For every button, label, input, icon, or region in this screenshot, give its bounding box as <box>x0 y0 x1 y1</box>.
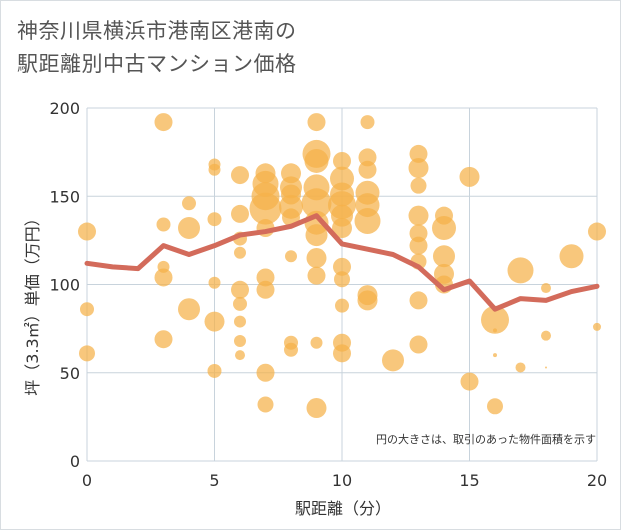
bubble-point <box>178 217 200 240</box>
x-tick-label: 10 <box>332 471 352 490</box>
bubble-point <box>408 158 429 179</box>
bubble-point <box>156 217 171 232</box>
bubble-point <box>256 363 275 382</box>
bubble-point <box>304 148 329 173</box>
bubble-point <box>307 266 326 285</box>
bubble-point <box>208 163 221 176</box>
bubble-point <box>231 280 249 299</box>
bubble-point <box>433 245 455 268</box>
bubble-point <box>182 196 196 211</box>
bubble-point <box>382 349 404 372</box>
bubble-point <box>487 398 503 415</box>
bubble-point <box>332 218 352 239</box>
bubble-point <box>234 246 246 259</box>
bubble-point <box>231 166 249 185</box>
bubble-point <box>284 342 298 357</box>
bubble-point <box>358 148 377 167</box>
bubble-point <box>588 222 606 241</box>
y-tick-label: 0 <box>70 452 80 471</box>
bubble-point <box>333 151 351 170</box>
chart-title-line2: 駅距離別中古マンション価格 <box>17 52 297 76</box>
bubble-point <box>178 298 200 321</box>
bubble-point <box>207 212 222 227</box>
x-tick-label: 20 <box>587 471 607 490</box>
bubble-point <box>515 362 526 373</box>
bubble-point <box>234 315 246 328</box>
bubble-point <box>335 298 349 313</box>
bubble-point <box>305 224 328 247</box>
bubble-point <box>409 144 428 163</box>
bubble-point <box>301 188 332 219</box>
bubble-point <box>409 224 428 243</box>
bubble-point <box>333 344 351 363</box>
bubble-point <box>256 268 275 287</box>
bubble-point <box>154 268 173 287</box>
bubble-point <box>432 216 456 241</box>
bubble-point <box>154 330 173 349</box>
bubble-point <box>207 363 222 378</box>
bubble-point <box>459 166 480 187</box>
trend-line <box>84 213 600 312</box>
bubble-point <box>79 345 95 362</box>
bubble-point <box>306 248 327 269</box>
bubble-point <box>507 257 534 284</box>
bubble-size-note: 円の大きさは、取引のあった物件面積を示す <box>376 432 596 446</box>
bubble-point <box>208 276 221 289</box>
bubble-point <box>233 296 247 311</box>
bubble-point <box>235 350 245 361</box>
bubble-point <box>204 311 225 332</box>
bubble-point <box>306 398 327 419</box>
bubble-point <box>358 160 377 179</box>
x-tick-label: 15 <box>459 471 479 490</box>
bubble-point <box>256 280 275 299</box>
y-tick-label: 100 <box>49 276 80 295</box>
x-tick-label: 5 <box>209 471 219 490</box>
x-axis-ticks: 0 5 10 15 20 <box>82 471 607 490</box>
bubble-point <box>481 305 509 334</box>
bubble-point <box>257 396 274 413</box>
bubble-point <box>285 250 297 263</box>
y-tick-label: 50 <box>60 364 80 383</box>
bubble-point <box>460 372 479 391</box>
bubble-point <box>357 290 378 311</box>
bubble-point <box>541 283 551 294</box>
chart-title-line1: 神奈川県横浜市港南区港南の <box>17 19 297 43</box>
bubble-point <box>307 113 326 132</box>
bubble-series <box>78 113 606 419</box>
bubble-point <box>249 192 282 225</box>
bubble-point <box>408 205 429 226</box>
bubble-point <box>333 257 351 276</box>
bubble-point <box>559 244 584 269</box>
bubble-point <box>409 335 428 354</box>
y-tick-label: 150 <box>49 187 80 206</box>
bubble-point <box>310 336 323 349</box>
bubble-point <box>409 291 428 310</box>
bubble-point <box>78 222 96 241</box>
bubble-point <box>493 353 497 358</box>
bubble-point <box>354 207 381 234</box>
chart-title: 神奈川県横浜市港南区港南の 駅距離別中古マンション価格 <box>17 15 297 81</box>
bubble-point <box>409 236 428 255</box>
y-tick-label: 200 <box>49 99 80 118</box>
bubble-point <box>493 328 497 333</box>
bubble-point <box>541 330 551 341</box>
bubble-point <box>234 334 246 347</box>
bubble-point <box>593 322 601 331</box>
bubble-point <box>410 177 427 194</box>
x-axis-title: 駅距離（分） <box>295 499 391 518</box>
y-axis-ticks: 0 50 100 150 200 <box>49 99 80 471</box>
x-tick-label: 0 <box>82 471 92 490</box>
bubble-point <box>545 366 547 369</box>
bubble-point <box>154 113 173 132</box>
y-axis-title: 坪（3.3㎡）単価（万円） <box>23 210 42 395</box>
bubble-point <box>360 115 375 130</box>
bubble-point <box>80 302 94 317</box>
bubble-point <box>334 271 350 288</box>
bubble-point <box>231 204 249 223</box>
